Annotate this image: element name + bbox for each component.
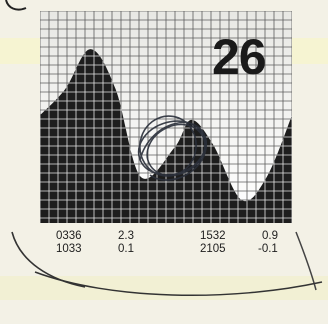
pen-scribble (137, 115, 207, 181)
tide-time-1: 0336 (56, 230, 82, 242)
tide-height-4: -0.1 (258, 243, 278, 255)
tide-time-4: 2105 (200, 243, 226, 255)
tide-height-3: 0.9 (262, 230, 278, 242)
paper-strip-bottom (0, 276, 328, 300)
tide-height-2: 0.1 (118, 243, 134, 255)
tide-height-1: 2.3 (118, 230, 134, 242)
bottom-arc (34, 271, 323, 297)
day-number: 26 (212, 29, 267, 85)
right-curve (295, 231, 317, 291)
tide-time-2: 1033 (56, 243, 82, 255)
tide-time-3: 1532 (200, 230, 226, 242)
left-curve (11, 231, 86, 288)
corner-mark (5, 0, 27, 11)
